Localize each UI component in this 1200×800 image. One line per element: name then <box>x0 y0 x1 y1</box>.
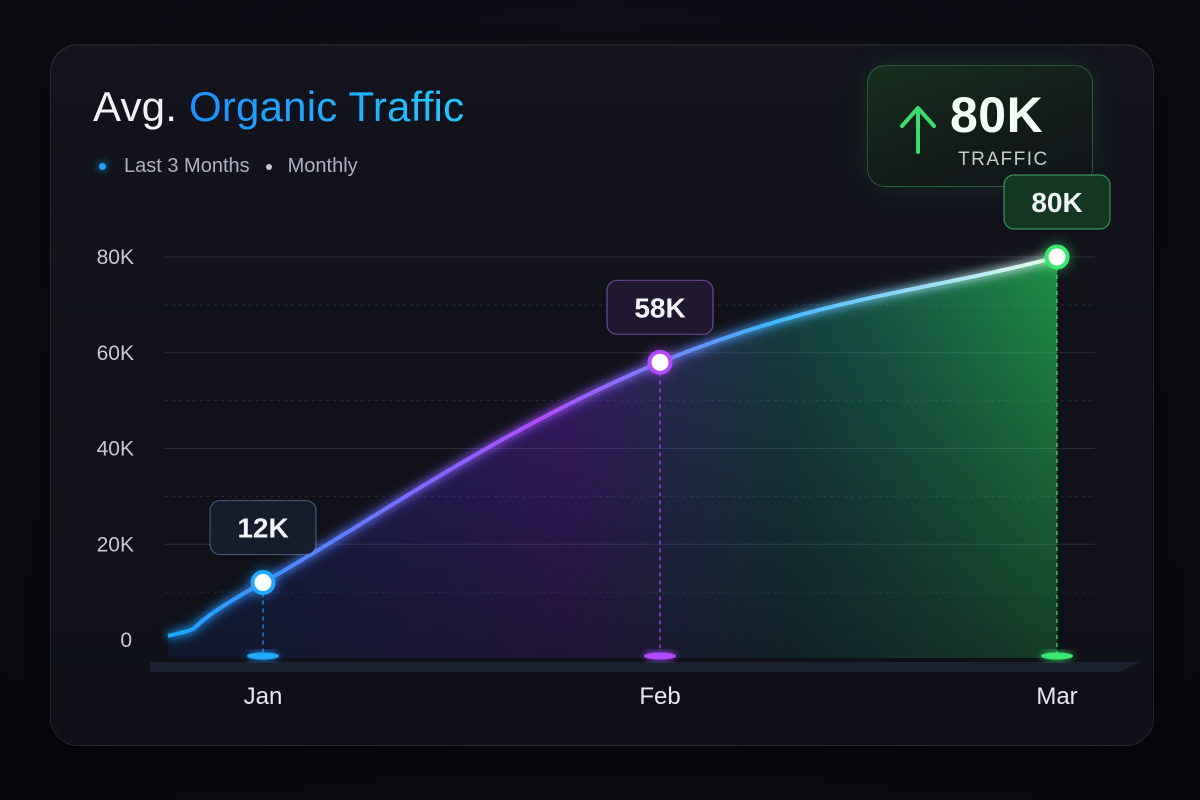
x-tick-label: Jan <box>244 683 283 710</box>
y-axis: 0 20K 40K 60K 80K <box>97 246 134 652</box>
base-glow-marker <box>247 652 279 660</box>
base-glow-marker <box>1041 652 1073 660</box>
separator-dot-icon <box>265 163 272 170</box>
chart-floor <box>150 662 1140 672</box>
data-point[interactable] <box>647 349 673 375</box>
period-dot-icon <box>99 163 106 170</box>
data-label-box <box>1003 174 1111 230</box>
y-tick-label: 80K <box>97 246 134 269</box>
series-line <box>167 255 1058 638</box>
data-point[interactable] <box>250 570 276 596</box>
y-tick-label: 60K <box>97 342 134 365</box>
data-label-box <box>209 499 317 556</box>
data-point[interactable] <box>1044 244 1070 270</box>
x-axis: Jan Feb Mar <box>244 683 1078 710</box>
y-tick-label: 40K <box>97 438 134 461</box>
frequency-label: Monthly <box>287 155 358 177</box>
arrow-up-icon <box>900 106 936 154</box>
y-tick-label: 20K <box>97 533 134 556</box>
data-points: 12K 58K 80K <box>209 174 1111 660</box>
data-label-box <box>606 279 714 335</box>
data-label: 80K <box>1031 187 1082 218</box>
x-tick-label: Mar <box>1036 683 1077 710</box>
kpi-value: 80K <box>950 87 1044 143</box>
base-glow-marker <box>644 652 676 660</box>
legend-subtitle: Last 3 Months Monthly <box>99 155 358 178</box>
data-label: 12K <box>237 513 288 544</box>
title-prefix: Avg. <box>93 83 178 130</box>
kpi-label: TRAFFIC <box>958 149 1049 170</box>
kpi-badge: 80K TRAFFIC <box>867 65 1093 187</box>
chart-title: Avg. Organic Traffic <box>93 83 464 131</box>
series-area <box>168 257 1057 658</box>
x-tick-label: Feb <box>639 683 680 710</box>
period-label: Last 3 Months <box>124 155 250 177</box>
y-tick-label: 0 <box>120 629 132 652</box>
title-accent: Organic Traffic <box>188 83 465 130</box>
data-label: 58K <box>634 292 685 323</box>
